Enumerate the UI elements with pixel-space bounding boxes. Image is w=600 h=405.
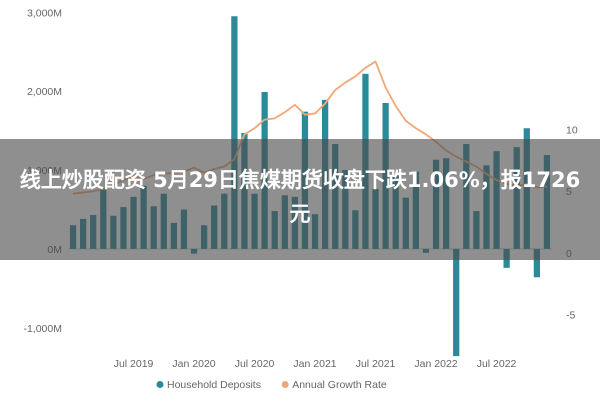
left-tick-label: -1,000M: [23, 323, 62, 335]
legend: Household Deposits Annual Growth Rate: [156, 379, 387, 391]
left-tick-label: 2,000M: [27, 86, 62, 98]
right-tick-label: -5: [566, 310, 575, 322]
x-tick-label: Jan 2022: [414, 358, 457, 370]
x-tick-label: Jul 2020: [235, 358, 275, 370]
x-tick-label: Jan 2020: [172, 358, 215, 370]
legend-growth-marker: [281, 381, 289, 388]
x-tick-label: Jul 2019: [114, 358, 154, 370]
headline-banner: [0, 139, 600, 260]
x-tick-label: Jan 2021: [293, 358, 336, 370]
legend-label: Annual Growth Rate: [292, 379, 387, 391]
deposit-bar: [533, 248, 540, 278]
x-axis: Jul 2019 Jan 2020 Jul 2020 Jan 2021 Jul 2021…: [114, 358, 517, 370]
deposit-bar: [231, 16, 238, 249]
legend-label: Household Deposits: [167, 379, 261, 391]
legend-deposits-marker: [156, 381, 164, 388]
right-tick-label: 10: [566, 124, 578, 136]
headline-text: 线上炒股配资 5月29日焦煤期货收盘下跌1.06%，报1726元: [19, 168, 581, 226]
x-tick-label: Jul 2022: [477, 358, 517, 370]
left-tick-label: 3,000M: [27, 7, 62, 19]
x-tick-label: Jul 2021: [356, 358, 396, 370]
deposit-bar: [453, 248, 460, 357]
